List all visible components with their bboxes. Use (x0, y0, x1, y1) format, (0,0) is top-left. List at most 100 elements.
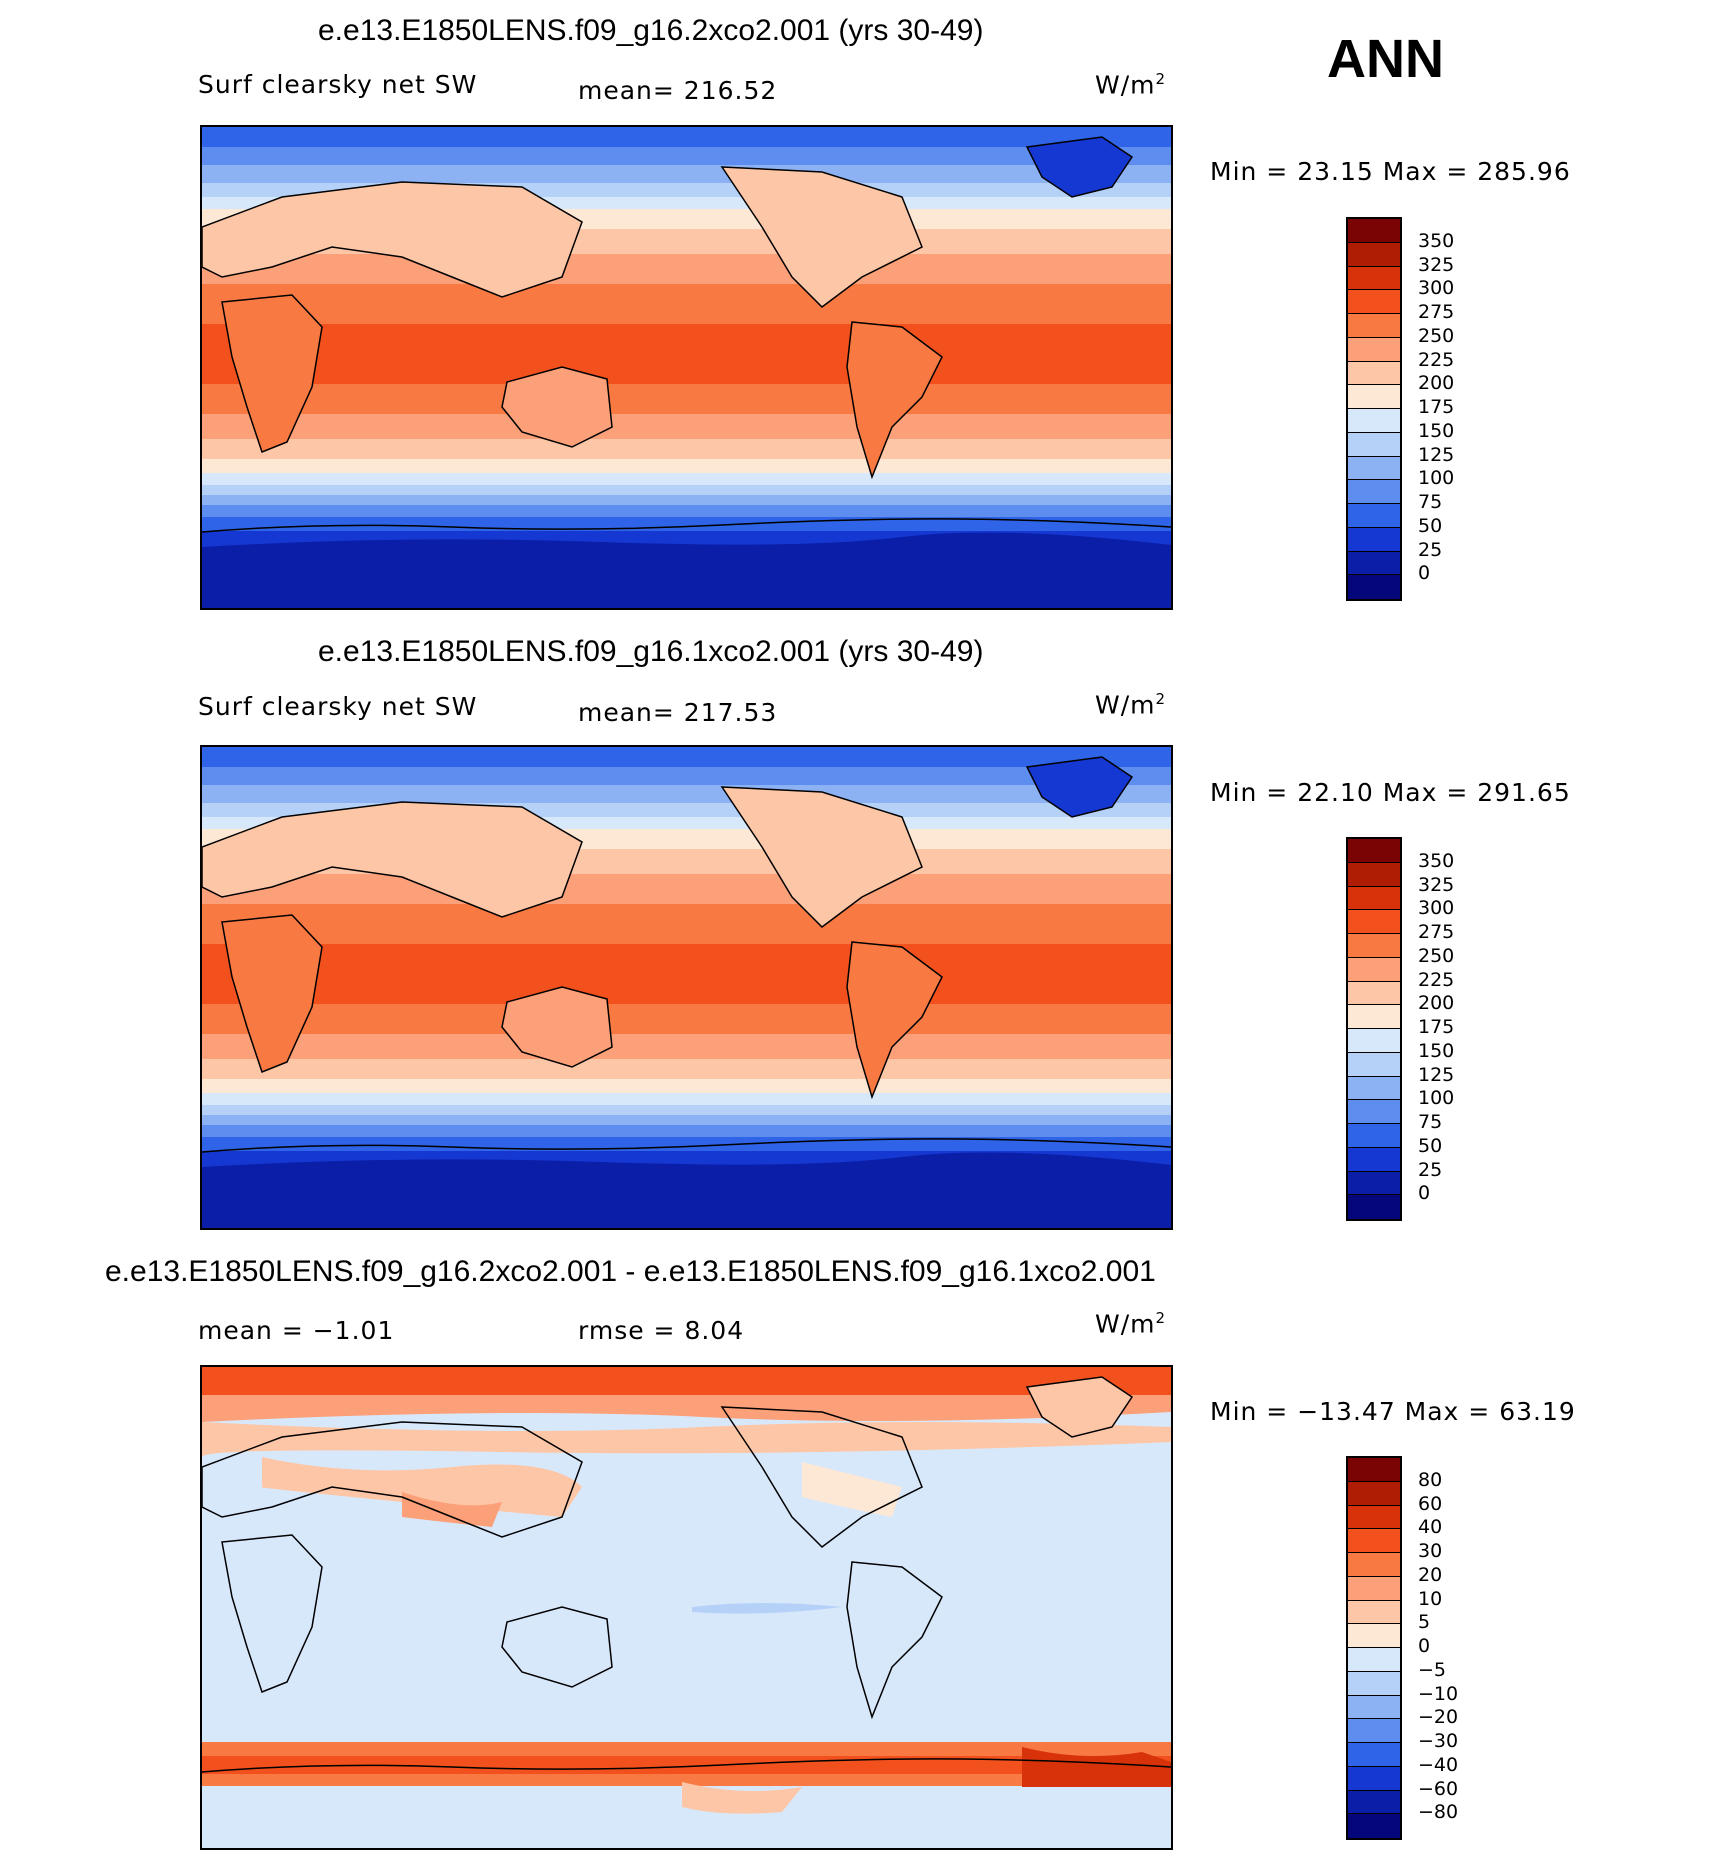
colorbar-segment (1348, 1147, 1400, 1172)
colorbar-level-label: 225 (1418, 348, 1455, 371)
colorbar-segment (1348, 1624, 1400, 1648)
colorbar-segment (1348, 242, 1400, 267)
panel2-colorbar (1346, 837, 1402, 1221)
colorbar-segment (1348, 527, 1400, 552)
colorbar-level-label: 250 (1418, 944, 1455, 967)
colorbar-segment (1348, 1719, 1400, 1743)
colorbar-segment (1348, 981, 1400, 1006)
colorbar-level-label: 50 (1418, 514, 1443, 537)
colorbar-segment (1348, 1481, 1400, 1506)
colorbar-level-label: 175 (1418, 396, 1455, 418)
colorbar-level-label: 80 (1418, 1468, 1443, 1491)
colorbar-segment (1348, 934, 1400, 958)
colorbar-segment (1348, 551, 1400, 576)
panel2-map (200, 745, 1173, 1230)
colorbar-segment (1348, 1790, 1400, 1815)
colorbar-segment (1348, 1052, 1400, 1077)
colorbar-segment (1348, 1005, 1400, 1029)
panel3-minmax: Min = −13.47 Max = 63.19 (1210, 1397, 1576, 1426)
colorbar-segment (1348, 886, 1400, 911)
colorbar-level-label: 250 (1418, 324, 1455, 347)
colorbar-segment (1348, 1171, 1400, 1196)
colorbar-segment (1348, 337, 1400, 362)
colorbar-level-label: 75 (1418, 1111, 1443, 1133)
panel3-title: e.e13.E1850LENS.f09_g16.2xco2.001 - e.e1… (105, 1255, 1156, 1288)
colorbar-level-label: 0 (1418, 1182, 1431, 1205)
colorbar-segment (1348, 575, 1400, 599)
colorbar-level-label: 10 (1418, 1587, 1443, 1610)
panel2-minmax: Min = 22.10 Max = 291.65 (1210, 778, 1571, 807)
colorbar-level-label: −10 (1418, 1682, 1459, 1705)
panel2-units: W/m2 (1095, 690, 1167, 720)
colorbar-level-label: −20 (1418, 1706, 1459, 1729)
panel2-variable: Surf clearsky net SW (198, 692, 478, 721)
panel3-colorbar (1346, 1456, 1402, 1840)
colorbar-level-label: 75 (1418, 491, 1443, 513)
colorbar-level-label: 275 (1418, 921, 1455, 943)
colorbar-segment (1348, 957, 1400, 982)
panel1-minmax: Min = 23.15 Max = 285.96 (1210, 157, 1571, 186)
panel3-mean: mean = −1.01 (198, 1316, 395, 1345)
colorbar-segment (1348, 432, 1400, 457)
colorbar-level-label: 125 (1418, 443, 1455, 466)
colorbar-segment (1348, 1458, 1400, 1482)
colorbar-level-label: 200 (1418, 372, 1455, 395)
colorbar-segment (1348, 361, 1400, 386)
colorbar-segment (1348, 1671, 1400, 1696)
colorbar-level-label: 225 (1418, 968, 1455, 991)
colorbar-segment (1348, 385, 1400, 409)
colorbar-segment (1348, 1100, 1400, 1124)
colorbar-segment (1348, 1505, 1400, 1530)
colorbar-segment (1348, 1076, 1400, 1101)
colorbar-level-label: 20 (1418, 1563, 1443, 1586)
panel3-rmse: rmse = 8.04 (578, 1316, 745, 1345)
colorbar-segment (1348, 862, 1400, 887)
colorbar-level-label: 25 (1418, 1158, 1443, 1181)
colorbar-segment (1348, 1814, 1400, 1838)
colorbar-level-label: 60 (1418, 1492, 1443, 1515)
colorbar-segment (1348, 1124, 1400, 1148)
colorbar-segment (1348, 1648, 1400, 1672)
colorbar-segment (1348, 1743, 1400, 1767)
colorbar-segment (1348, 1600, 1400, 1625)
colorbar-segment (1348, 1766, 1400, 1791)
panel3-units: W/m2 (1095, 1309, 1167, 1339)
colorbar-segment (1348, 266, 1400, 291)
colorbar-segment (1348, 1529, 1400, 1553)
colorbar-level-label: 325 (1418, 253, 1455, 276)
colorbar-level-label: 350 (1418, 229, 1455, 252)
colorbar-segment (1348, 480, 1400, 504)
colorbar-segment (1348, 290, 1400, 314)
panel3-map (200, 1365, 1173, 1850)
panel1-units: W/m2 (1095, 70, 1167, 100)
panel2-mean: mean= 217.53 (578, 698, 778, 727)
panel1-map (200, 125, 1173, 610)
colorbar-level-label: 25 (1418, 538, 1443, 561)
colorbar-segment (1348, 910, 1400, 934)
colorbar-segment (1348, 219, 1400, 243)
colorbar-level-label: −5 (1418, 1658, 1447, 1681)
panel1-title: e.e13.E1850LENS.f09_g16.2xco2.001 (yrs 3… (318, 14, 984, 47)
colorbar-level-label: 100 (1418, 1087, 1455, 1110)
colorbar-level-label: 100 (1418, 467, 1455, 490)
colorbar-level-label: 30 (1418, 1540, 1443, 1562)
colorbar-level-label: 40 (1418, 1516, 1443, 1539)
colorbar-level-label: −40 (1418, 1753, 1459, 1776)
colorbar-level-label: 325 (1418, 873, 1455, 896)
colorbar-level-label: 300 (1418, 277, 1455, 300)
colorbar-level-label: 0 (1418, 1635, 1431, 1657)
colorbar-level-label: −60 (1418, 1777, 1459, 1800)
panel1-mean: mean= 216.52 (578, 76, 778, 105)
colorbar-level-label: 300 (1418, 897, 1455, 920)
colorbar-segment (1348, 314, 1400, 338)
colorbar-segment (1348, 1695, 1400, 1720)
colorbar-segment (1348, 1553, 1400, 1577)
season-label: ANN (1327, 29, 1444, 89)
colorbar-level-label: 175 (1418, 1016, 1455, 1038)
colorbar-level-label: 125 (1418, 1063, 1455, 1086)
panel1-colorbar (1346, 217, 1402, 601)
colorbar-segment (1348, 1576, 1400, 1601)
colorbar-level-label: 0 (1418, 562, 1431, 585)
colorbar-level-label: −30 (1418, 1730, 1459, 1752)
colorbar-segment (1348, 456, 1400, 481)
